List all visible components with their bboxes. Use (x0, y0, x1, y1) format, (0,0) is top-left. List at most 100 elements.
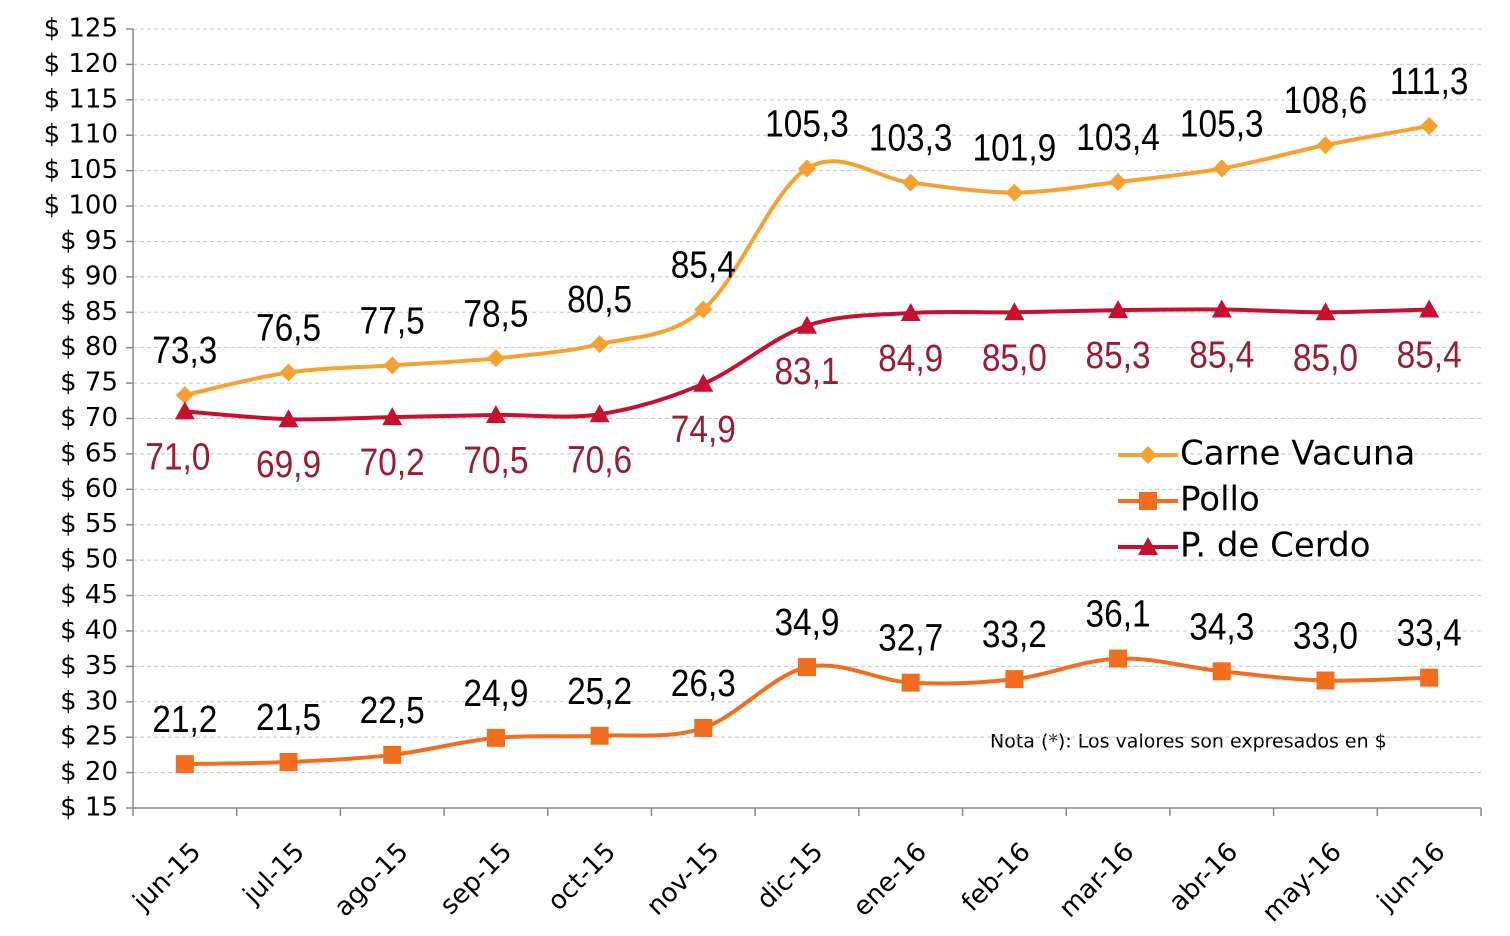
data-label: 32,7 (878, 617, 943, 659)
legend-label: Pollo (1180, 480, 1260, 520)
x-tick-label: dic-15 (751, 837, 829, 915)
y-tick-label: $ 30 (60, 686, 118, 716)
y-tick-label: $ 35 (60, 651, 118, 681)
data-point (175, 755, 194, 774)
x-tick-label: oct-15 (542, 837, 622, 917)
data-label: 103,4 (1076, 116, 1160, 158)
data-label: 84,9 (878, 337, 943, 379)
y-tick-label: $ 90 (60, 261, 118, 291)
data-label: 33,4 (1397, 612, 1462, 654)
data-label: 24,9 (463, 672, 528, 714)
data-point (1420, 117, 1439, 136)
data-point (1212, 159, 1231, 178)
y-tick-label: $ 80 (60, 332, 118, 362)
y-tick-label: $ 45 (60, 580, 118, 610)
data-label: 85,4 (1189, 334, 1254, 376)
x-tick-label: jun-16 (1371, 837, 1451, 917)
data-point (1109, 172, 1128, 191)
data-label: 34,3 (1189, 605, 1254, 647)
data-point (383, 356, 402, 375)
legend-marker (1138, 537, 1158, 555)
x-tick-label: jun-15 (127, 837, 207, 917)
data-label: 70,2 (360, 441, 425, 483)
data-label: 85,4 (671, 244, 736, 286)
x-tick-label: ago-15 (329, 837, 415, 923)
data-point (1316, 671, 1335, 690)
y-tick-label: $ 55 (60, 509, 118, 539)
data-label: 103,3 (869, 117, 953, 159)
data-point (798, 658, 816, 677)
y-tick-label: $ 110 (44, 120, 118, 150)
data-point (1005, 670, 1024, 689)
y-tick-label: $ 20 (60, 757, 118, 787)
x-tick-label: nov-15 (641, 837, 726, 922)
data-label: 21,2 (152, 698, 217, 740)
data-label: 70,5 (463, 439, 528, 481)
y-tick-label: $ 75 (60, 368, 118, 398)
data-point (1211, 299, 1232, 318)
data-label: 78,5 (463, 292, 528, 334)
data-label: 105,3 (1180, 103, 1264, 145)
data-point (900, 302, 921, 321)
data-label: 73,3 (152, 329, 217, 371)
data-point (590, 726, 609, 745)
data-point (486, 349, 505, 368)
x-tick-label: sep-15 (434, 837, 518, 921)
data-label: 25,2 (567, 670, 632, 712)
y-tick-label: $ 25 (60, 722, 118, 752)
data-point (1108, 300, 1129, 319)
data-point (279, 752, 298, 771)
data-point (1109, 649, 1128, 668)
y-tick-label: $ 115 (44, 84, 118, 114)
legend-marker (1139, 492, 1157, 510)
data-point (175, 386, 194, 405)
data-label: 70,6 (567, 438, 632, 480)
data-point (1212, 662, 1231, 681)
y-tick-label: $ 70 (60, 403, 118, 433)
data-point (279, 363, 298, 382)
y-tick-label: $ 105 (44, 155, 118, 185)
x-tick-label: jul-15 (237, 837, 311, 911)
data-label: 85,0 (1293, 336, 1358, 378)
data-point (901, 173, 920, 192)
data-label: 69,9 (256, 443, 321, 485)
data-point (485, 404, 506, 423)
data-point (383, 745, 402, 764)
data-point (1315, 302, 1336, 321)
data-label: 21,5 (256, 696, 321, 738)
x-tick-label: feb-16 (956, 837, 1037, 918)
data-label: 71,0 (145, 435, 210, 477)
data-label: 26,3 (671, 662, 736, 704)
data-label: 108,6 (1284, 79, 1368, 121)
data-label: 76,5 (256, 307, 321, 349)
data-label: 85,0 (982, 336, 1047, 378)
data-label: 85,3 (1086, 334, 1151, 376)
y-tick-label: $ 65 (60, 438, 118, 468)
data-point (486, 728, 505, 747)
data-point (901, 673, 920, 692)
y-tick-label: $ 120 (44, 49, 118, 79)
y-tick-label: $ 50 (60, 545, 118, 575)
data-label: 36,1 (1086, 593, 1151, 635)
data-point (1316, 136, 1335, 155)
data-point (693, 373, 714, 392)
data-point (1004, 302, 1025, 321)
x-tick-label: mar-16 (1054, 837, 1141, 924)
data-label: 34,9 (774, 601, 839, 643)
data-label: 74,9 (671, 408, 736, 450)
data-label: 33,0 (1293, 615, 1358, 657)
x-tick-label: may-16 (1257, 837, 1348, 928)
y-tick-label: $ 15 (60, 793, 118, 823)
data-point (797, 315, 817, 334)
data-point (382, 407, 403, 426)
data-point (694, 300, 713, 319)
data-label: 80,5 (567, 278, 632, 320)
data-point (1420, 668, 1439, 687)
annotation: Nota (*): Los valores son expresados en … (990, 731, 1387, 753)
data-label: 111,3 (1390, 60, 1469, 102)
y-tick-label: $ 125 (44, 14, 118, 44)
y-tick-label: $ 60 (60, 474, 118, 504)
data-point (798, 159, 816, 178)
